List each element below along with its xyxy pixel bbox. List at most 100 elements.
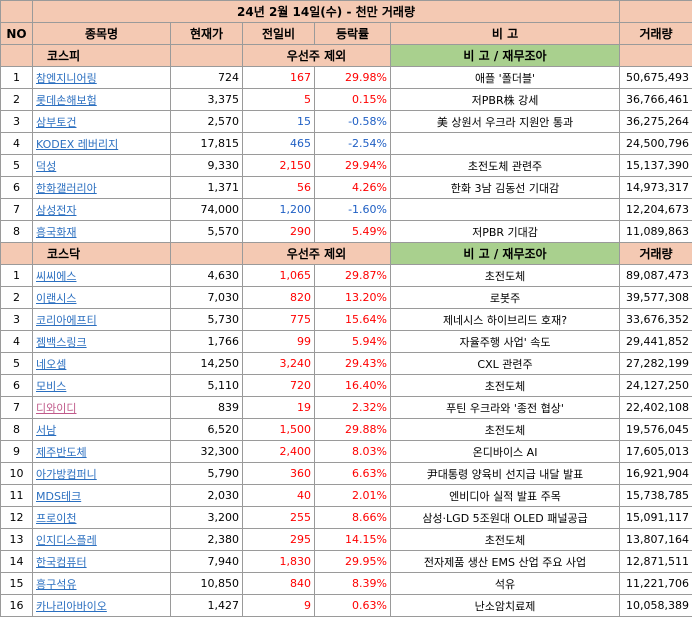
price-change: 360: [242, 462, 315, 485]
current-price: 32,300: [170, 440, 243, 463]
trade-volume: 50,675,493: [619, 66, 692, 89]
stock-name-link[interactable]: 모비스: [32, 374, 171, 397]
table-row: 3 삼부토건 2,570 15 -0.58% 美 상원서 우크라 지원안 통과 36,275…: [0, 110, 692, 133]
trade-volume: 16,921,904: [619, 462, 692, 485]
table-row: 13 인지디스플레 2,380 295 14.15% 초전도체 13,807,164: [0, 528, 692, 551]
current-price: 1,427: [170, 594, 243, 617]
header-note: 비 고: [389, 22, 621, 45]
current-price: 5,730: [170, 308, 243, 331]
note-text: 초전도체 관련주: [389, 154, 621, 177]
row-number: 5: [0, 154, 33, 177]
table-row: 10 아가방컴퍼니 5,790 360 6.63% 尹대통령 양육비 선지급 내달 발표 1…: [0, 462, 692, 485]
kospi-exclusion-note: 우선주 제외: [242, 44, 391, 67]
note-text: 초전도체: [389, 264, 621, 287]
current-price: 10,850: [170, 572, 243, 595]
page-title: 24년 2월 14일(수) - 천만 거래량: [31, 0, 621, 23]
trade-volume: 15,137,390: [619, 154, 692, 177]
stock-name-link[interactable]: 한화갤러리아: [32, 176, 171, 199]
kosdaq-label: 코스닥: [32, 242, 171, 265]
stock-name-link[interactable]: 아가방컴퍼니: [32, 462, 171, 485]
note-text: 삼성·LGD 5조원대 OLED 패널공급: [389, 506, 621, 529]
change-rate: -0.58%: [314, 110, 391, 133]
trade-volume: 17,605,013: [619, 440, 692, 463]
row-number: 11: [0, 484, 33, 507]
note-text: 초전도체: [389, 418, 621, 441]
trade-volume: 27,282,199: [619, 352, 692, 375]
table-row: 16 카나리아바이오 1,427 9 0.63% 난소암치료제 10,058,389: [0, 594, 692, 617]
current-price: 3,375: [170, 88, 243, 111]
header-change: 전일비: [242, 22, 315, 45]
trade-volume: 29,441,852: [619, 330, 692, 353]
stock-name-link[interactable]: 삼부토건: [32, 110, 171, 133]
stock-name-link[interactable]: 한국컴퓨터: [32, 550, 171, 573]
change-rate: 29.88%: [314, 418, 391, 441]
stock-name-link[interactable]: 디와이디: [32, 396, 171, 419]
current-price: 9,330: [170, 154, 243, 177]
price-change: 5: [242, 88, 315, 111]
current-price: 5,790: [170, 462, 243, 485]
stock-name-link[interactable]: 씨씨에스: [32, 264, 171, 287]
price-change: 40: [242, 484, 315, 507]
trade-volume: 89,087,473: [619, 264, 692, 287]
table-row: 8 서남 6,520 1,500 29.88% 초전도체 19,576,045: [0, 418, 692, 441]
change-rate: 8.03%: [314, 440, 391, 463]
change-rate: 5.94%: [314, 330, 391, 353]
stock-name-link[interactable]: 네오셈: [32, 352, 171, 375]
stock-name-link[interactable]: 롯데손해보험: [32, 88, 171, 111]
note-text: [389, 198, 621, 221]
change-rate: 29.95%: [314, 550, 391, 573]
price-change: 19: [242, 396, 315, 419]
price-change: 1,830: [242, 550, 315, 573]
stock-name-link[interactable]: 프로이천: [32, 506, 171, 529]
stock-name-link[interactable]: 삼성전자: [32, 198, 171, 221]
change-rate: 8.66%: [314, 506, 391, 529]
change-rate: 16.40%: [314, 374, 391, 397]
current-price: 2,570: [170, 110, 243, 133]
price-change: 1,200: [242, 198, 315, 221]
stock-name-link[interactable]: 흥구석유: [32, 572, 171, 595]
change-rate: -1.60%: [314, 198, 391, 221]
change-rate: 8.39%: [314, 572, 391, 595]
row-number: 1: [0, 66, 33, 89]
change-rate: 0.63%: [314, 594, 391, 617]
header-no: NO: [0, 22, 33, 45]
note-text: 애플 '폴더블': [389, 66, 621, 89]
change-rate: 29.43%: [314, 352, 391, 375]
stock-name-link[interactable]: MDS테크: [32, 484, 171, 507]
current-price: 74,000: [170, 198, 243, 221]
table-row: 9 제주반도체 32,300 2,400 8.03% 온디바이스 AI 17,605,013: [0, 440, 692, 463]
stock-name-link[interactable]: 카나리아바이오: [32, 594, 171, 617]
current-price: 2,030: [170, 484, 243, 507]
stock-name-link[interactable]: 인지디스플레: [32, 528, 171, 551]
stock-name-link[interactable]: KODEX 레버리지: [32, 132, 171, 155]
current-price: 724: [170, 66, 243, 89]
change-rate: 4.26%: [314, 176, 391, 199]
stock-name-link[interactable]: 서남: [32, 418, 171, 441]
trade-volume: 14,973,317: [619, 176, 692, 199]
stock-name-link[interactable]: 코리아에프티: [32, 308, 171, 331]
kospi-note-header: 비 고 / 재무조아: [389, 44, 621, 67]
trade-volume: 24,500,796: [619, 132, 692, 155]
price-change: 820: [242, 286, 315, 309]
trade-volume: 11,089,863: [619, 220, 692, 243]
note-text: 자율주행 사업' 속도: [389, 330, 621, 353]
stock-name-link[interactable]: 참엔지니어링: [32, 66, 171, 89]
price-change: 1,500: [242, 418, 315, 441]
current-price: 5,570: [170, 220, 243, 243]
stock-name-link[interactable]: 덕성: [32, 154, 171, 177]
change-rate: 29.87%: [314, 264, 391, 287]
trade-volume: 11,221,706: [619, 572, 692, 595]
current-price: 1,766: [170, 330, 243, 353]
stock-name-link[interactable]: 젬백스링크: [32, 330, 171, 353]
change-rate: 6.63%: [314, 462, 391, 485]
price-change: 15: [242, 110, 315, 133]
change-rate: 15.64%: [314, 308, 391, 331]
table-row: 6 모비스 5,110 720 16.40% 초전도체 24,127,250: [0, 374, 692, 397]
current-price: 6,520: [170, 418, 243, 441]
table-row: 2 롯데손해보험 3,375 5 0.15% 저PBR株 강세 36,766,461: [0, 88, 692, 111]
stock-name-link[interactable]: 이랜시스: [32, 286, 171, 309]
price-change: 290: [242, 220, 315, 243]
stock-name-link[interactable]: 제주반도체: [32, 440, 171, 463]
price-change: 1,065: [242, 264, 315, 287]
stock-name-link[interactable]: 흥국화재: [32, 220, 171, 243]
